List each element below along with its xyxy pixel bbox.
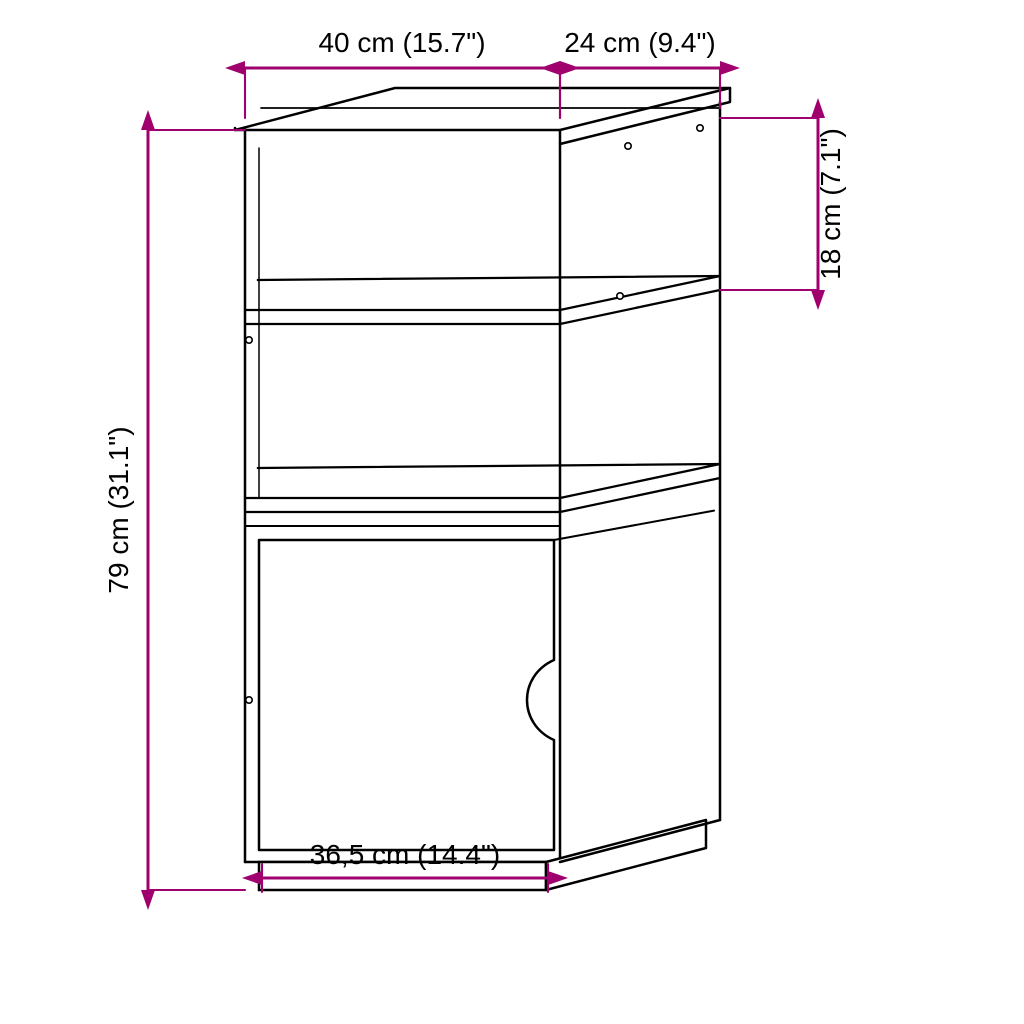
svg-text:40 cm (15.7"): 40 cm (15.7") [318,27,485,58]
cabinet-drawing [235,88,730,890]
svg-text:18 cm (7.1"): 18 cm (7.1") [815,128,846,280]
svg-text:79 cm (31.1"): 79 cm (31.1") [103,426,134,593]
svg-text:36,5 cm (14.4"): 36,5 cm (14.4") [310,839,500,870]
svg-text:24 cm (9.4"): 24 cm (9.4") [564,27,716,58]
